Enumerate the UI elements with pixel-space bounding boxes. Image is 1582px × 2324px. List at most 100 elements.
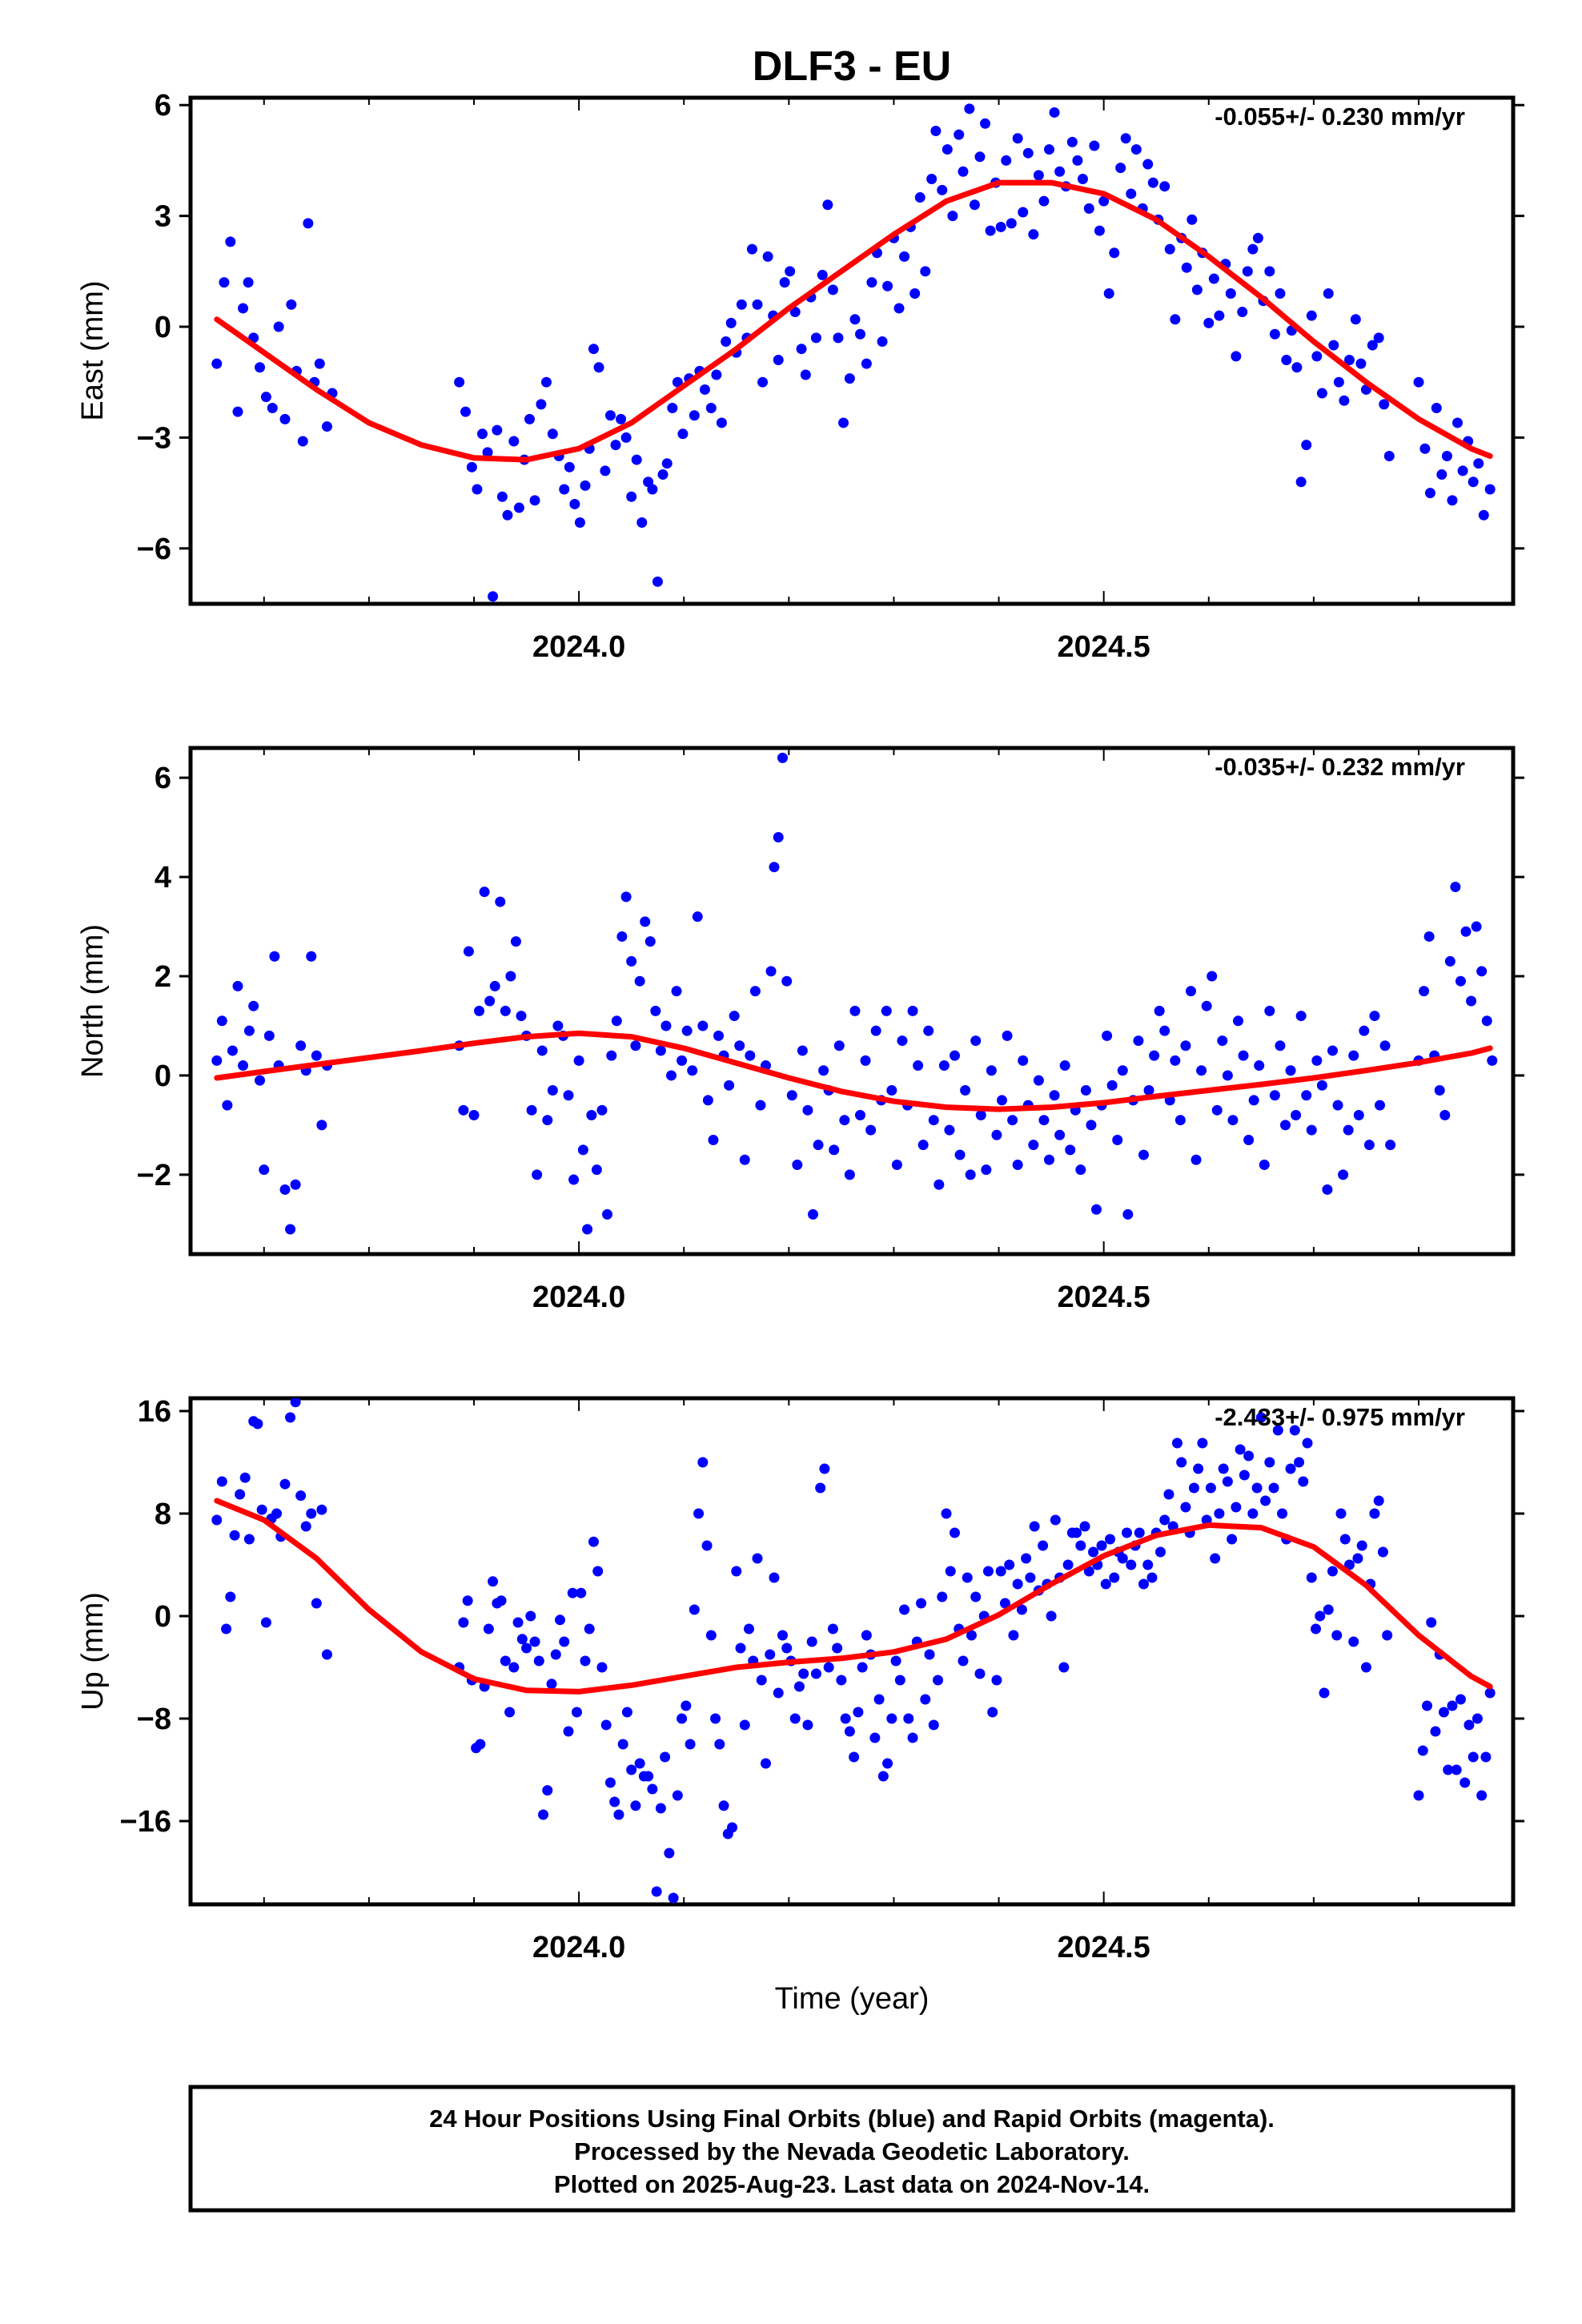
- north-data-point: [602, 1208, 613, 1220]
- up-data-point: [844, 1726, 855, 1737]
- east-data-point: [1419, 443, 1431, 454]
- up-data-point: [1214, 1508, 1225, 1519]
- east-data-point: [476, 428, 488, 440]
- north-data-point: [586, 1110, 597, 1121]
- east-data-layer: [211, 103, 1496, 602]
- up-data-point: [1460, 1777, 1471, 1788]
- east-data-point: [524, 413, 535, 424]
- north-data-point: [1269, 1090, 1280, 1101]
- north-data-point: [1348, 1050, 1359, 1061]
- north-data-point: [248, 1000, 259, 1011]
- up-data-point: [1373, 1495, 1384, 1506]
- north-data-point: [510, 936, 521, 947]
- east-data-point: [303, 218, 314, 229]
- up-data-point: [1426, 1617, 1437, 1628]
- east-data-point: [636, 517, 648, 529]
- up-data-point: [1302, 1437, 1313, 1449]
- east-data-point: [1237, 307, 1248, 318]
- up-data-point: [533, 1655, 544, 1667]
- up-data-point: [1472, 1713, 1483, 1724]
- up-panel: 2024.0 2024.5 −16 −8 0 8 16 Up (mm) Time (year) -…: [76, 1395, 1524, 2016]
- up-data-point: [1315, 1610, 1326, 1622]
- east-data-point: [1214, 310, 1225, 321]
- up-data-point: [907, 1732, 918, 1743]
- north-data-point: [573, 1055, 584, 1066]
- east-data-point: [1339, 395, 1350, 406]
- east-data-point: [1109, 247, 1120, 259]
- up-data-point: [1455, 1694, 1466, 1705]
- north-data-point: [1174, 1115, 1186, 1126]
- north-data-point: [316, 1120, 327, 1131]
- up-data-point: [1188, 1482, 1199, 1494]
- east-data-point: [1120, 133, 1131, 144]
- up-data-point: [1298, 1476, 1309, 1487]
- north-data-point: [981, 1164, 992, 1176]
- north-data-point: [1423, 931, 1435, 942]
- east-data-point: [1436, 469, 1447, 480]
- north-data-point: [1086, 1120, 1097, 1131]
- up-data-point: [819, 1463, 830, 1474]
- north-data-point: [1159, 1025, 1170, 1036]
- east-data-point: [1181, 262, 1192, 273]
- up-data-point: [781, 1642, 793, 1654]
- north-data-point: [1316, 1080, 1327, 1091]
- north-data-point: [468, 1110, 480, 1121]
- east-data-point: [620, 432, 632, 443]
- east-data-point: [1142, 159, 1154, 170]
- north-data-point: [1054, 1129, 1066, 1140]
- east-data-point: [502, 509, 513, 521]
- up-data-point: [1289, 1425, 1300, 1436]
- north-data-point: [577, 1144, 588, 1156]
- north-data-point: [1185, 986, 1196, 997]
- east-data-point: [1355, 358, 1367, 369]
- north-data-point: [547, 1085, 558, 1096]
- up-data-point: [1159, 1514, 1170, 1526]
- up-data-point: [243, 1534, 255, 1545]
- east-y-tick-label: −3: [137, 421, 171, 455]
- east-data-point: [1242, 266, 1253, 277]
- east-data-point: [286, 299, 297, 310]
- north-data-point: [1080, 1085, 1091, 1096]
- north-data-point: [232, 980, 243, 991]
- north-data-point: [1359, 1025, 1370, 1036]
- up-data-point: [735, 1642, 746, 1654]
- up-data-point: [1126, 1559, 1137, 1570]
- up-data-point: [773, 1687, 784, 1699]
- east-data-point: [1328, 340, 1339, 351]
- up-data-point: [1480, 1751, 1492, 1763]
- north-data-point: [677, 1055, 688, 1066]
- up-fit-curve: [214, 1498, 1493, 1695]
- north-data-point: [1117, 1065, 1128, 1076]
- east-data-point: [914, 192, 926, 203]
- east-data-point: [1441, 450, 1452, 461]
- east-data-point: [513, 502, 524, 513]
- east-data-point: [909, 287, 921, 299]
- east-data-point: [1301, 440, 1312, 451]
- up-data-point: [714, 1739, 725, 1750]
- north-data-point: [708, 1134, 719, 1145]
- up-data-point: [1323, 1604, 1334, 1615]
- up-data-point: [849, 1751, 860, 1763]
- up-data-point: [1277, 1508, 1288, 1519]
- north-data-point: [1369, 1011, 1380, 1022]
- up-data-point: [1447, 1700, 1458, 1711]
- up-data-point: [1016, 1604, 1027, 1615]
- east-data-point: [600, 465, 611, 476]
- north-frame: [188, 746, 1516, 1256]
- up-data-point: [559, 1636, 570, 1647]
- footer-box: 24 Hour Positions Using Final Orbits (bl…: [188, 2085, 1516, 2213]
- up-data-point: [252, 1418, 263, 1429]
- up-data-point: [765, 1649, 776, 1660]
- east-data-point: [677, 428, 689, 440]
- east-data-point: [746, 243, 757, 255]
- north-data-point: [773, 832, 784, 843]
- up-data-point: [260, 1617, 271, 1628]
- east-data-point: [225, 236, 236, 247]
- east-data-point: [1147, 177, 1158, 188]
- north-data-point: [1248, 1095, 1259, 1106]
- north-data-point: [1138, 1149, 1149, 1160]
- east-data-point: [1072, 155, 1083, 166]
- up-data-point: [1012, 1578, 1023, 1590]
- north-data-point: [1232, 1015, 1243, 1027]
- east-data-point: [1473, 458, 1484, 469]
